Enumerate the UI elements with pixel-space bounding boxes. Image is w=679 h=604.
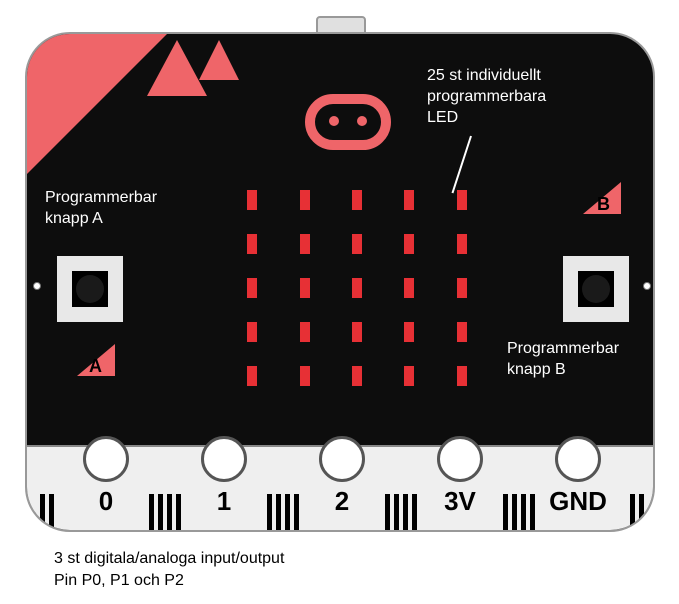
pin-ring-icon [83,436,129,482]
led-0-0 [247,190,257,210]
pin-ring-icon [201,436,247,482]
small-pin [639,494,644,530]
button-a[interactable] [57,256,123,322]
annotation-led-line2: programmerbara [427,87,546,108]
logo-eye-right [357,116,367,126]
led-0-3 [404,190,414,210]
annotation-led: 25 st individuellt programmerbara LED [427,66,546,128]
marker-label-b: B [597,194,610,215]
small-pin [176,494,181,530]
led-3-1 [300,322,310,342]
pin-gnd[interactable]: GND [539,430,617,530]
small-pin [394,494,399,530]
led-matrix [247,190,467,386]
annotation-led-line3: LED [427,108,546,129]
led-0-4 [457,190,467,210]
pin-row: 0 1 2 3V GND [27,430,655,530]
small-pin-group [617,492,655,530]
pin-1[interactable]: 1 [185,430,263,530]
decor-triangle-corner [27,34,167,174]
logo-pill [305,94,391,150]
led-0-2 [352,190,362,210]
mount-hole-right [643,282,651,290]
annotation-button-a-line2: knapp A [45,209,157,230]
led-1-3 [404,234,414,254]
led-0-1 [300,190,310,210]
annotation-button-b-line2: knapp B [507,360,619,381]
pin-ring-icon [319,436,365,482]
annotation-button-a-line1: Programmerbar [45,188,157,209]
led-4-1 [300,366,310,386]
decor-triangle-2 [199,40,239,80]
led-3-4 [457,322,467,342]
small-pin-group [263,492,303,530]
caption-line1: 3 st digitala/analoga input/output [54,548,284,570]
pin-0[interactable]: 0 [67,430,145,530]
small-pin [403,494,408,530]
pin-3v[interactable]: 3V [421,430,499,530]
led-4-4 [457,366,467,386]
led-2-3 [404,278,414,298]
led-3-2 [352,322,362,342]
led-4-3 [404,366,414,386]
led-1-4 [457,234,467,254]
pin-label: 1 [217,486,231,517]
pin-label: 2 [335,486,349,517]
small-pin [149,494,154,530]
small-pin [385,494,390,530]
board-body: 25 st individuellt programmerbara LED Pr… [25,32,655,532]
pin-2[interactable]: 2 [303,430,381,530]
small-pin [530,494,535,530]
button-b[interactable] [563,256,629,322]
logo-eye-left [329,116,339,126]
led-2-0 [247,278,257,298]
small-pin [512,494,517,530]
led-4-2 [352,366,362,386]
led-2-1 [300,278,310,298]
pin-label: 3V [444,486,476,517]
led-2-4 [457,278,467,298]
small-pin [412,494,417,530]
led-1-2 [352,234,362,254]
caption-pins: 3 st digitala/analoga input/output Pin P… [54,548,284,591]
caption-line2: Pin P0, P1 och P2 [54,570,284,592]
pin-ring-icon [437,436,483,482]
small-pin-group [499,492,539,530]
small-pin-group [145,492,185,530]
led-3-3 [404,322,414,342]
pin-label: 0 [99,486,113,517]
small-pin [521,494,526,530]
small-pin-group [27,492,67,530]
small-pin [40,494,45,530]
small-pin [285,494,290,530]
led-3-0 [247,322,257,342]
small-pin [49,494,54,530]
marker-label-a: A [89,356,102,377]
microbit-board: 25 st individuellt programmerbara LED Pr… [25,32,655,532]
annotation-button-b-line1: Programmerbar [507,339,619,360]
annotation-button-b: Programmerbar knapp B [507,339,619,381]
led-2-2 [352,278,362,298]
small-pin [294,494,299,530]
small-pin [276,494,281,530]
led-1-1 [300,234,310,254]
annotation-button-a: Programmerbar knapp A [45,188,157,230]
led-1-0 [247,234,257,254]
led-4-0 [247,366,257,386]
microbit-logo [305,94,391,154]
button-b-cap [582,275,610,303]
small-pin [503,494,508,530]
annotation-led-line1: 25 st individuellt [427,66,546,87]
decor-triangle-1 [147,40,207,96]
pin-label: GND [549,486,607,517]
small-pin [267,494,272,530]
annotation-led-pointer [452,136,472,194]
small-pin [630,494,635,530]
pin-ring-icon [555,436,601,482]
mount-hole-left [33,282,41,290]
small-pin [158,494,163,530]
small-pin [167,494,172,530]
button-a-cap [76,275,104,303]
small-pin-group [381,492,421,530]
